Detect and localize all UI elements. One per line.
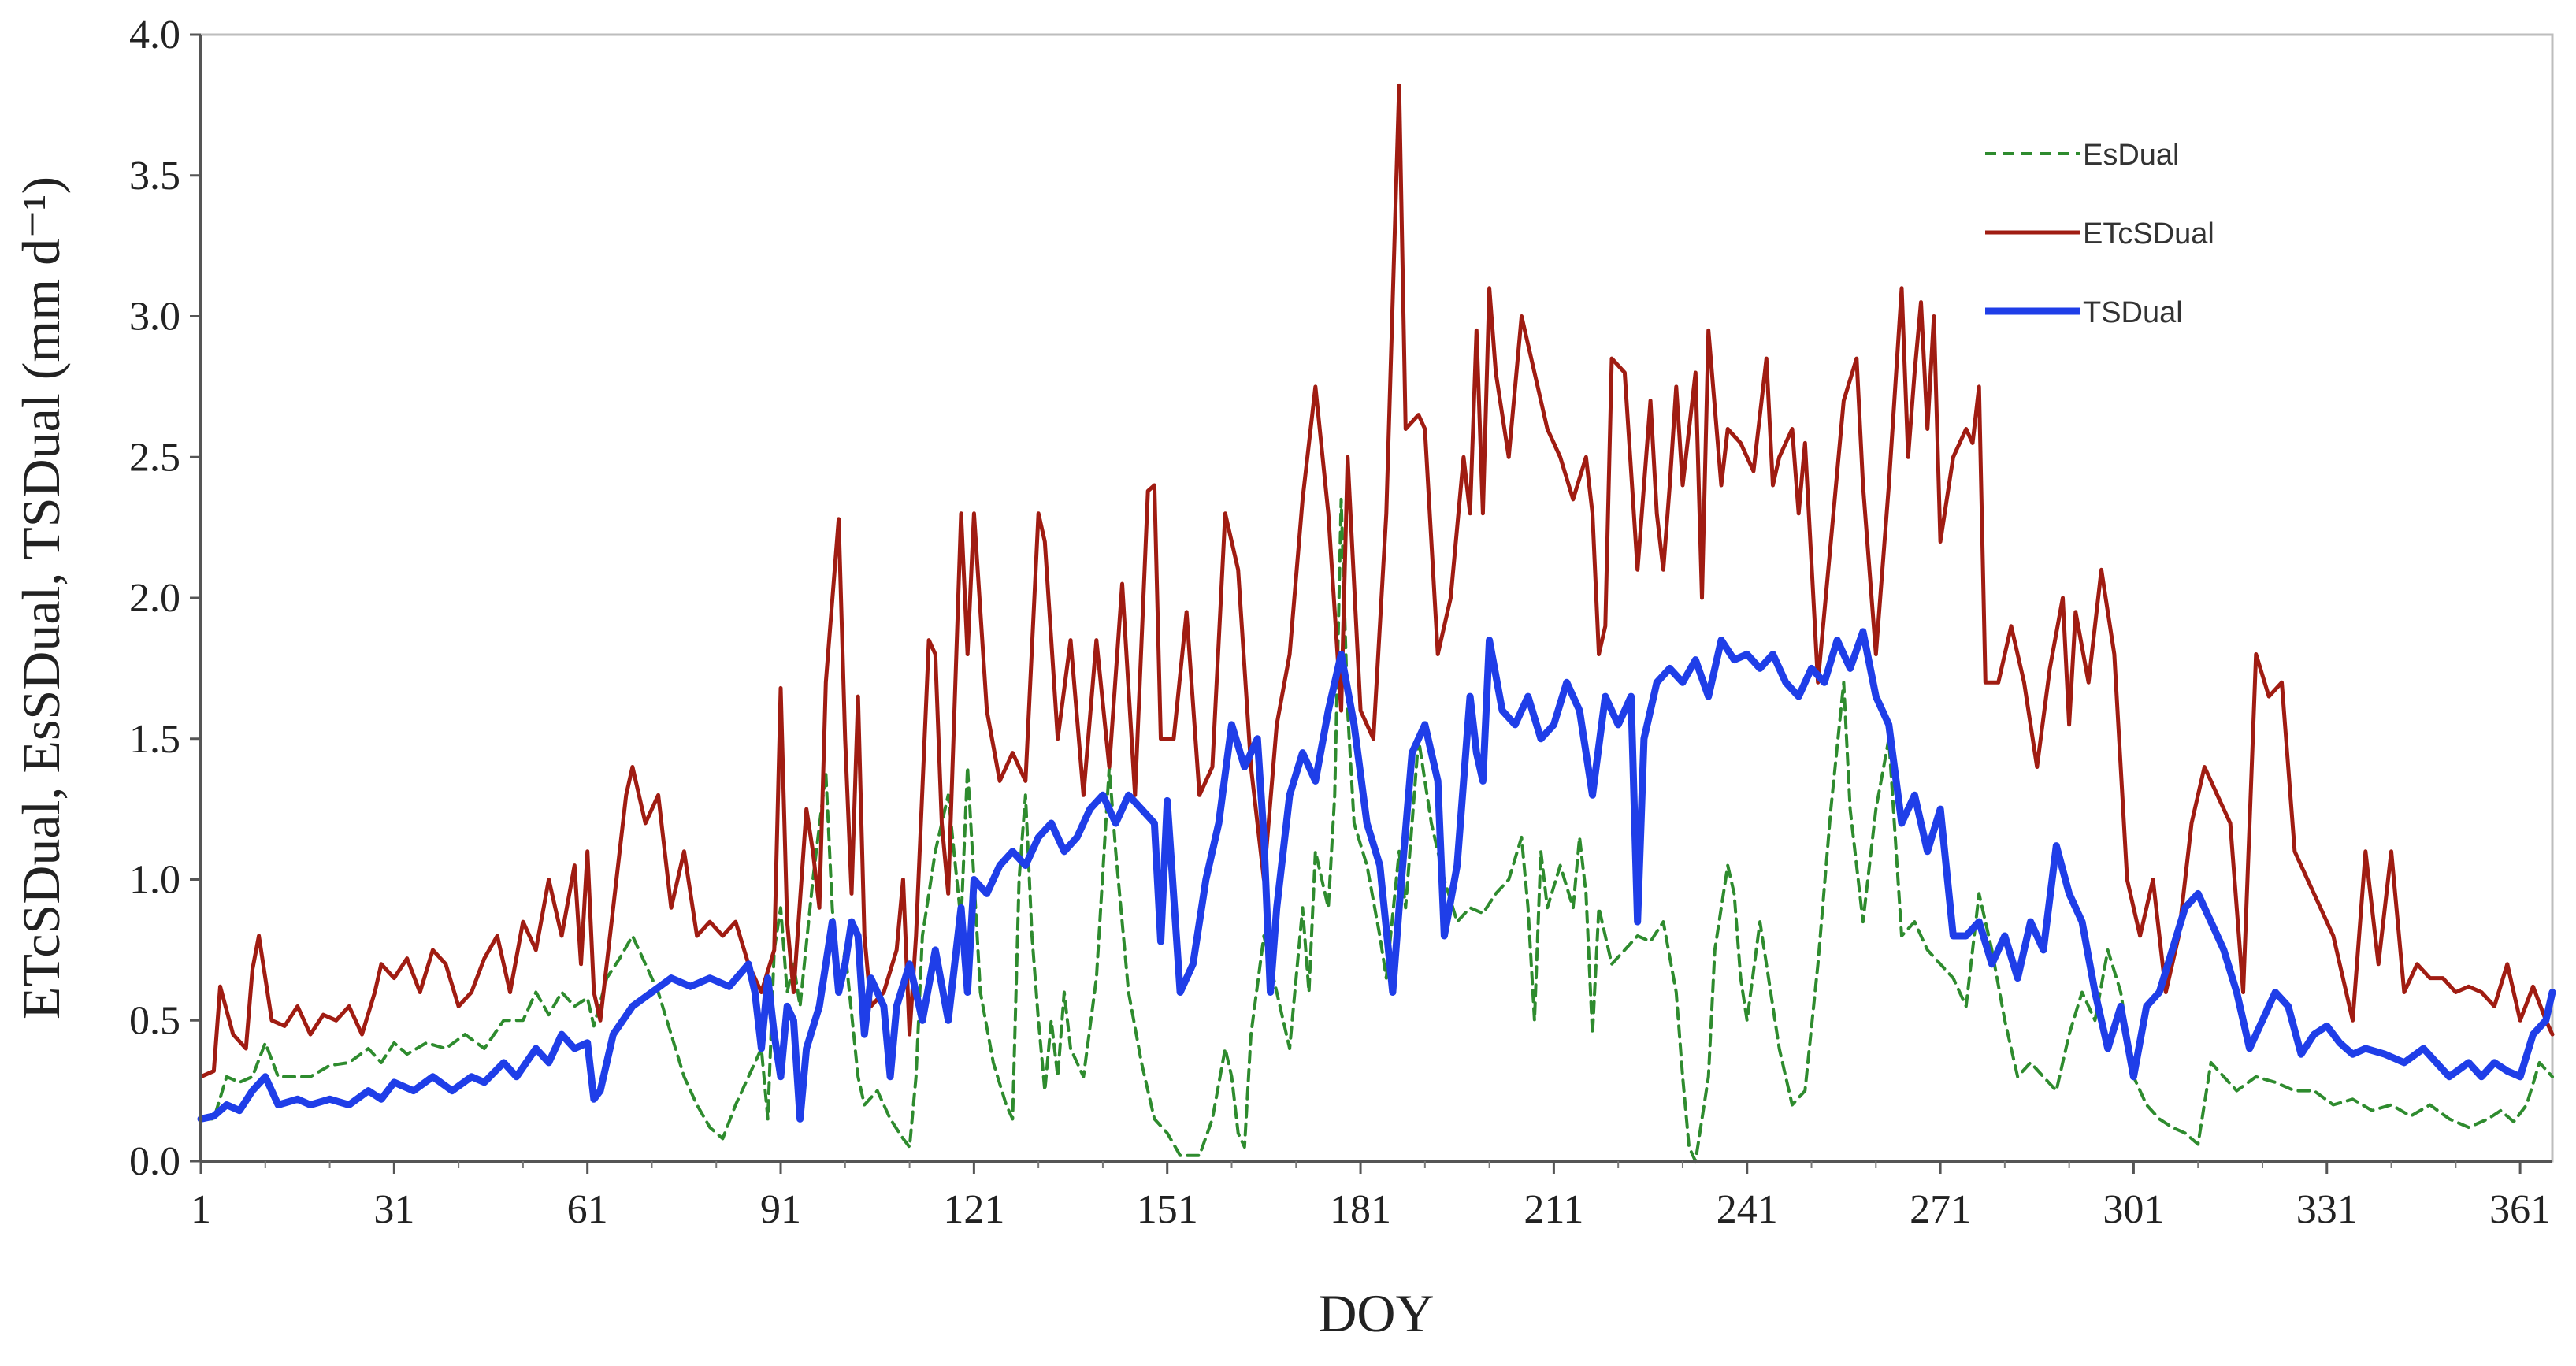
y-tick-label: 0.5 (129, 998, 180, 1043)
y-tick-label: 1.0 (129, 858, 180, 903)
x-tick-label: 181 (1330, 1187, 1391, 1232)
y-ticks: 0.0 0.5 1.0 1.5 2.0 2.5 3.0 3.5 4.0 (129, 13, 201, 1184)
x-tick-label: 211 (1524, 1187, 1583, 1232)
series-line-etcsdual (199, 83, 2555, 1079)
x-tick-label: 271 (1910, 1187, 1971, 1232)
y-tick-label: 3.5 (129, 154, 180, 199)
x-tick-label: 301 (2103, 1187, 2164, 1232)
plot-area (199, 33, 2554, 1163)
x-tick-label: 151 (1137, 1187, 1198, 1232)
y-tick-label: 1.5 (129, 717, 180, 762)
x-tick-label: 61 (567, 1187, 608, 1232)
legend: EsDual ETcSDual TSDual (1985, 139, 2214, 329)
y-tick-label: 2.0 (129, 576, 180, 621)
series-layer (197, 83, 2556, 1163)
series-line-tsdual (197, 628, 2556, 1123)
x-tick-label: 1 (191, 1187, 211, 1232)
y-tick-label: 4.0 (129, 13, 180, 58)
x-tick-label: 121 (943, 1187, 1004, 1232)
x-tick-label: 31 (373, 1187, 414, 1232)
y-tick-label: 3.0 (129, 295, 180, 340)
y-tick-label: 2.5 (129, 435, 180, 480)
y-tick-label: 0.0 (129, 1139, 180, 1184)
series-line-esdual (199, 497, 2554, 1163)
x-ticks: 1 31 61 91 121 151 181 211 241 271 301 331 361 (191, 1161, 2551, 1232)
x-tick-label: 331 (2296, 1187, 2358, 1232)
x-tick-label: 91 (760, 1187, 801, 1232)
x-tick-label: 241 (1717, 1187, 1778, 1232)
legend-label: EsDual (2083, 139, 2180, 172)
legend-label: ETcSDual (2083, 217, 2214, 251)
x-tick-label: 361 (2489, 1187, 2551, 1232)
legend-label: TSDual (2083, 296, 2183, 329)
x-axis-title: DOY (1318, 1283, 1434, 1343)
y-axis-title: ETcSDual, EsSDual, TSDual (mm d⁻¹) (11, 176, 71, 1019)
